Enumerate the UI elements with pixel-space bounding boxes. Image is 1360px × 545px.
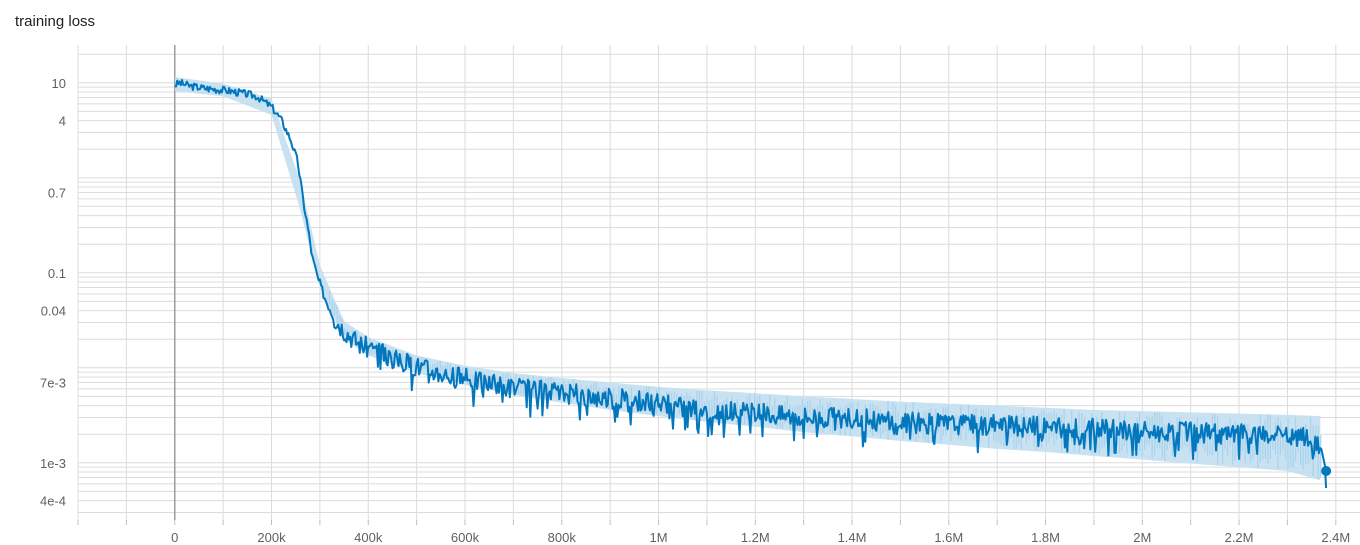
x-tick-label: 1.8M xyxy=(1031,530,1060,545)
y-tick-labels: 10 4 0.7 0.1 0.04 7e-3 1e-3 4e-4 xyxy=(40,76,66,509)
y-tick-label: 0.1 xyxy=(48,266,66,281)
x-tick-label: 1.4M xyxy=(838,530,867,545)
smoothed-loss-line xyxy=(174,79,1328,489)
x-tick-label: 1M xyxy=(649,530,667,545)
y-tick-label: 1e-3 xyxy=(40,456,66,471)
x-tick-label: 2.4M xyxy=(1321,530,1350,545)
y-tick-label: 10 xyxy=(52,76,66,91)
x-tick-label: 2M xyxy=(1133,530,1151,545)
y-tick-label: 4 xyxy=(59,114,66,129)
smoothed-line-layer xyxy=(174,79,1332,489)
y-tick-label: 0.7 xyxy=(48,186,66,201)
x-tick-label: 800k xyxy=(548,530,577,545)
raw-band-layer xyxy=(174,77,1322,481)
y-tick-label: 7e-3 xyxy=(40,376,66,391)
x-tick-label: 200k xyxy=(257,530,286,545)
x-tick-label: 600k xyxy=(451,530,480,545)
x-tick-label: 400k xyxy=(354,530,383,545)
end-point-marker xyxy=(1321,465,1332,476)
x-tick-labels: 0 200k 400k 600k 800k 1M 1.2M 1.4M 1.6M 1.8M 2M 2.2… xyxy=(171,530,1350,545)
chart-title: training loss xyxy=(15,13,96,30)
y-tick-label: 4e-4 xyxy=(40,494,66,509)
y-tick-label: 0.04 xyxy=(41,304,66,319)
x-tick-label: 1.2M xyxy=(741,530,770,545)
x-tick-label: 1.6M xyxy=(934,530,963,545)
x-tick-label: 2.2M xyxy=(1225,530,1254,545)
x-tick-label: 0 xyxy=(171,530,178,545)
